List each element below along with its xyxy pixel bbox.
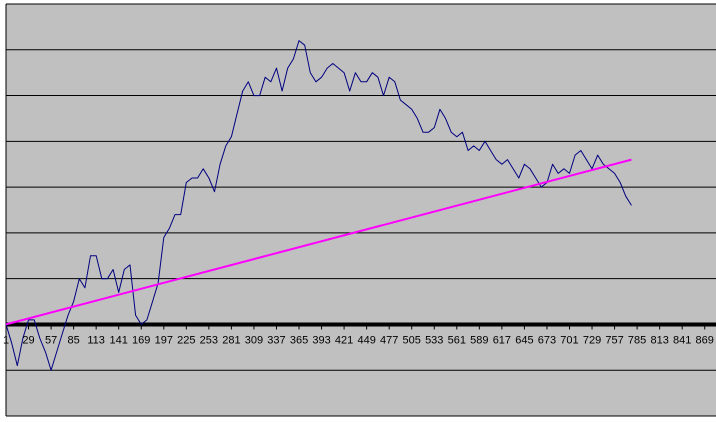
x-tick-label: 673 xyxy=(538,334,556,346)
x-tick-label: 309 xyxy=(245,334,263,346)
x-tick-label: 421 xyxy=(335,334,353,346)
x-tick-label: 505 xyxy=(403,334,421,346)
x-tick-label: 141 xyxy=(110,334,128,346)
x-tick-label: 785 xyxy=(628,334,646,346)
x-tick-label: 253 xyxy=(200,334,218,346)
x-tick-label: 589 xyxy=(470,334,488,346)
x-tick-label: 113 xyxy=(87,334,105,346)
series-line-1 xyxy=(5,40,632,371)
x-tick-label: 645 xyxy=(515,334,533,346)
x-tick-label: 365 xyxy=(290,334,308,346)
x-tick-label: 533 xyxy=(425,334,443,346)
x-tick-label: 617 xyxy=(493,334,511,346)
gridlines xyxy=(6,3,716,417)
plot-area xyxy=(6,4,716,416)
x-tick-label: 841 xyxy=(673,334,691,346)
x-tick-label: 701 xyxy=(560,334,578,346)
x-axis-tick-labels: 1 29 57 85 113 141 169 197 225 253 281 309 337 365 393… xyxy=(3,334,714,346)
x-tick-label: 477 xyxy=(380,334,398,346)
series-group xyxy=(5,40,632,371)
series-line-2 xyxy=(5,158,632,326)
x-tick-label: 281 xyxy=(222,334,240,346)
x-tick-label: 813 xyxy=(650,334,668,346)
x-tick-label: 29 xyxy=(22,334,34,346)
x-tick-label: 1 xyxy=(3,334,9,346)
x-tick-label: 869 xyxy=(696,334,714,346)
x-tick-label: 337 xyxy=(267,334,285,346)
x-tick-label: 393 xyxy=(312,334,330,346)
x-tick-label: 561 xyxy=(448,334,466,346)
x-tick-label: 729 xyxy=(583,334,601,346)
x-tick-label: 225 xyxy=(177,334,195,346)
x-tick-label: 197 xyxy=(155,334,173,346)
x-tick-label: 757 xyxy=(605,334,623,346)
x-tick-label: 85 xyxy=(67,334,79,346)
x-tick-label: 449 xyxy=(357,334,375,346)
x-tick-label: 169 xyxy=(132,334,150,346)
x-tick-label: 57 xyxy=(45,334,57,346)
